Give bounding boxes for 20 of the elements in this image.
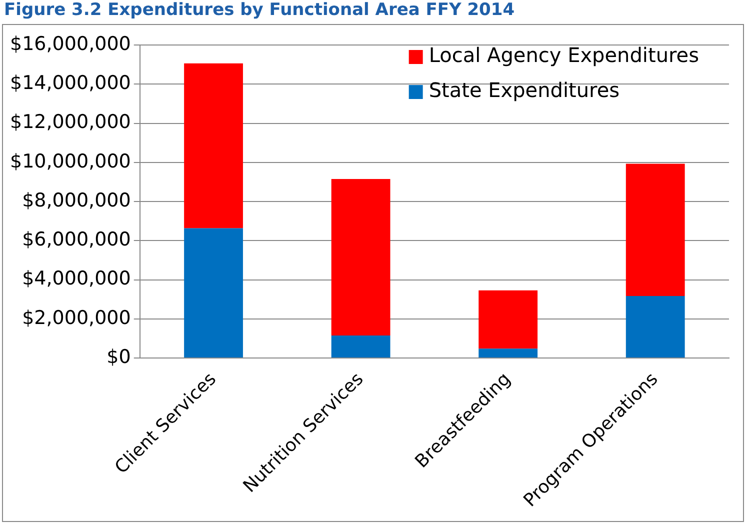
bar: [184, 63, 243, 228]
y-tick-label: $12,000,000: [10, 111, 131, 134]
y-tick-label: $10,000,000: [10, 150, 131, 172]
bar: [184, 228, 243, 358]
y-tick-label: $8,000,000: [22, 189, 131, 212]
y-tick-label: $2,000,000: [22, 306, 131, 329]
y-tick-label: $14,000,000: [10, 72, 131, 94]
y-tick-label: $0: [106, 346, 131, 368]
bar: [478, 348, 538, 358]
legend-label: Local Agency Expenditures: [428, 43, 700, 68]
y-tick-label: $16,000,000: [10, 32, 131, 55]
bar: [331, 179, 390, 336]
chart-title: Figure 3.2 Expenditures by Functional Area FFY 2014: [4, 0, 515, 20]
y-tick-label: $4,000,000: [22, 268, 131, 290]
legend-label: State Expenditures: [428, 78, 620, 102]
bar: [478, 290, 538, 349]
bar: [626, 164, 685, 296]
bar: [331, 336, 390, 358]
bar: [626, 296, 685, 358]
y-tick-label: $6,000,000: [22, 228, 131, 251]
